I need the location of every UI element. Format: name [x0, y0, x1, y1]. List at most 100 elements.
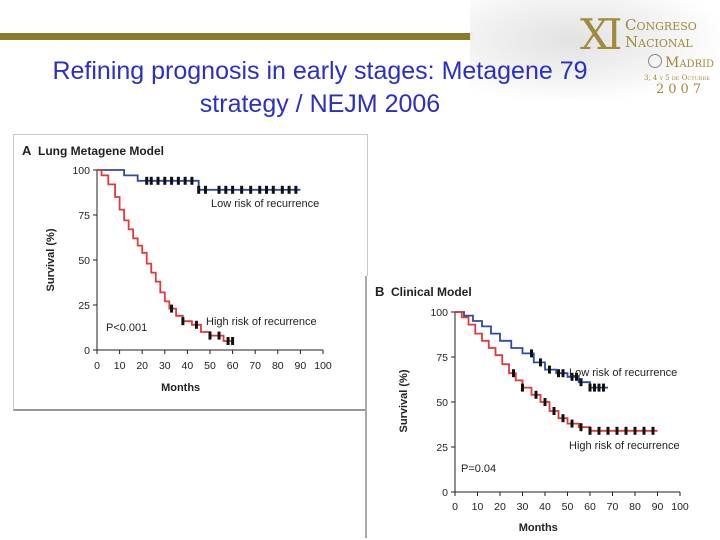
censor-mark: [258, 185, 262, 194]
censor-mark: [156, 176, 160, 185]
x-tick-label: 70: [249, 360, 261, 372]
x-tick-label: 30: [159, 360, 171, 372]
panel-letter: A: [22, 143, 32, 158]
censor-mark: [570, 372, 574, 381]
censor-mark: [588, 383, 592, 392]
x-tick-label: 30: [517, 501, 529, 513]
censor-mark: [176, 176, 180, 185]
y-tick-label: 0: [442, 487, 448, 499]
censor-mark: [217, 331, 221, 340]
censor-mark: [197, 185, 201, 194]
y-tick-label: 50: [78, 255, 90, 267]
x-tick-label: 70: [607, 501, 619, 513]
series-label-low-risk: Low risk of recurrence: [211, 198, 319, 210]
censor-mark: [579, 423, 583, 432]
censor-mark: [224, 185, 228, 194]
y-tick-label: 50: [436, 397, 448, 409]
x-tick-label: 60: [584, 501, 596, 513]
x-tick-label: 50: [562, 501, 574, 513]
slide-title-line2: strategy / NEJM 2006: [199, 90, 441, 118]
censor-mark: [203, 185, 207, 194]
logo-background: [470, 0, 720, 100]
x-tick-label: 40: [539, 501, 551, 513]
panel-letter: B: [375, 284, 384, 299]
censor-mark: [548, 365, 551, 374]
y-tick-label: 25: [436, 442, 448, 454]
x-axis-label: Months: [519, 522, 558, 534]
logo-emblem-icon: [648, 54, 662, 68]
chart-b-svg: B Clinical Model 0 10 20 30 40 50 60 70 80 90 100 0 25…: [375, 284, 689, 534]
x-tick-label: 10: [472, 501, 484, 513]
chart-title: Lung Metagene Model: [38, 144, 164, 158]
x-tick-label: 20: [494, 501, 506, 513]
logo-line-madrid: Madrid: [665, 55, 715, 71]
censor-mark: [579, 378, 583, 387]
censor-mark: [593, 383, 596, 392]
panel-a-lung-metagene: A Lung Metagene Model 0 10 20 30 40 50 60 70 80 90 1…: [13, 134, 368, 411]
x-tick-label: 60: [227, 360, 239, 372]
censor-mark: [521, 383, 524, 392]
chart-a-svg: A Lung Metagene Model 0 10 20 30 40 50 60 70 80 90 1…: [22, 143, 332, 394]
censor-mark: [226, 337, 230, 345]
y-tick-label: 100: [72, 165, 90, 177]
censor-mark: [602, 383, 605, 392]
x-tick-label: 0: [94, 360, 100, 372]
y-tick-label: 0: [84, 345, 90, 357]
censor-mark: [575, 372, 578, 381]
logo-line-congreso: Congreso: [625, 16, 697, 34]
censor-mark: [265, 185, 268, 194]
censor-mark: [287, 185, 291, 194]
logo-roman-numeral: XI: [580, 10, 622, 59]
censor-mark: [561, 414, 565, 423]
censor-mark: [570, 419, 574, 428]
censor-mark: [642, 426, 646, 435]
censor-mark: [624, 426, 628, 435]
slide-title: Refining prognosis in early stages: Meta…: [20, 55, 620, 121]
censor-mark: [170, 176, 174, 185]
censor-mark: [217, 185, 221, 194]
censor-mark: [539, 358, 542, 367]
logo-year: 2007: [656, 82, 706, 97]
top-accent-bar: [0, 33, 580, 40]
censor-mark: [231, 185, 235, 194]
censor-mark: [163, 176, 167, 185]
censor-mark: [294, 185, 298, 194]
censor-mark: [181, 317, 185, 326]
y-tick-label: 75: [436, 352, 448, 364]
censor-mark: [534, 390, 538, 399]
panel-b-clinical: B Clinical Model 0 10 20 30 40 50 60 70 80 90 100 0 25…: [365, 276, 717, 538]
x-axis-label: Months: [161, 382, 200, 394]
censor-mark: [280, 185, 284, 194]
p-value-annotation: P=0.04: [461, 463, 496, 475]
series-line-high-risk: [455, 311, 658, 432]
censor-mark: [597, 426, 601, 435]
censor-mark: [651, 426, 655, 435]
x-tick-label: 0: [452, 501, 458, 513]
series-label-low-risk: Low risk of recurrence: [569, 367, 677, 379]
x-tick-label: 90: [295, 360, 307, 372]
x-tick-label: 80: [629, 501, 641, 513]
y-tick-label: 75: [78, 210, 90, 222]
censor-mark: [633, 426, 637, 435]
p-value-annotation: P<0.001: [106, 322, 147, 334]
logo-line-nacional: Nacional: [625, 33, 693, 51]
censor-mark: [588, 426, 592, 435]
x-tick-label: 90: [652, 501, 664, 513]
censor-mark: [190, 176, 194, 185]
censor-mark: [561, 369, 565, 378]
x-tick-label: 100: [314, 360, 332, 372]
series-label-high-risk: High risk of recurrence: [206, 316, 317, 328]
censor-mark: [183, 176, 187, 185]
censor-mark: [271, 185, 275, 194]
y-tick-label: 25: [78, 300, 90, 312]
series-line-high-risk: [97, 169, 233, 342]
censor-mark: [145, 176, 149, 185]
censor-mark: [249, 185, 253, 194]
y-axis-label: Survival (%): [45, 228, 57, 291]
censor-mark: [557, 369, 560, 378]
censor-mark: [606, 426, 610, 435]
x-tick-label: 40: [182, 360, 194, 372]
x-tick-label: 80: [272, 360, 284, 372]
y-axis-label: Survival (%): [398, 369, 410, 432]
censor-mark: [231, 337, 235, 345]
